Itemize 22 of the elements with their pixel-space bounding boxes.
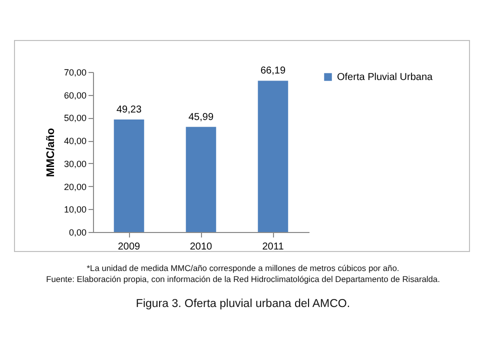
- y-tick-label: 50,00: [64, 113, 86, 124]
- bar: [186, 126, 216, 232]
- legend-label: Oferta Pluvial Urbana: [337, 72, 434, 83]
- data-label: 49,23: [116, 104, 142, 116]
- y-axis-title: MMC/año: [44, 128, 57, 177]
- y-tick-label: 10,00: [64, 204, 86, 215]
- x-tick-label: 2009: [118, 242, 141, 252]
- source-note: Fuente: Elaboración propia, con información de la Red Hidroclimatológica del Departamento de Risaralda.: [45, 274, 441, 285]
- data-label: 45,99: [188, 112, 214, 123]
- y-tick-label: 60,00: [64, 90, 86, 100]
- text: *La unidad de medida MMC/año corresponde a millones de metros cúbicos por año.: [86, 263, 400, 274]
- y-tick-label: 70,00: [64, 68, 86, 78]
- y-tick-label: 0,00: [68, 228, 86, 238]
- bar: [114, 119, 144, 232]
- x-tick-label: 2011: [262, 242, 284, 252]
- y-tick-label: 30,00: [64, 158, 86, 169]
- text: Figura 3. Oferta pluvial urbana del AMCO.: [134, 298, 352, 310]
- y-tick-label: 40,00: [64, 136, 86, 146]
- data-label: 66,19: [260, 66, 286, 77]
- bar: [258, 80, 288, 232]
- x-tick-label: 2010: [190, 242, 213, 252]
- y-tick-label: 20,00: [64, 182, 86, 192]
